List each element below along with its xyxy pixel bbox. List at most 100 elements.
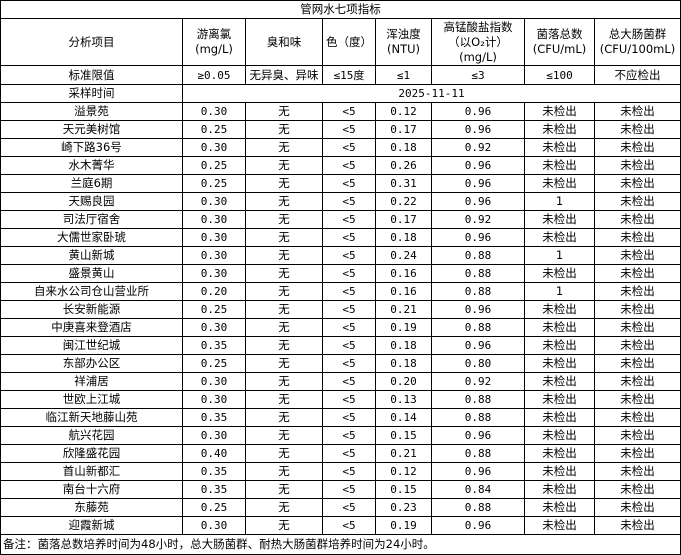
site-name: 大儒世家卧琥 — [0, 228, 183, 247]
cell-value: 0.35 — [182, 462, 246, 481]
cell-value: 0.84 — [431, 480, 525, 499]
cell-value: 无 — [245, 210, 323, 229]
cell-value: 0.12 — [375, 102, 432, 121]
cell-value: 0.88 — [431, 264, 525, 283]
cell-value: 0.30 — [182, 390, 246, 409]
column-header: 菌落总数 (CFU/mL) — [524, 18, 595, 66]
cell-value: 0.17 — [375, 120, 432, 139]
cell-value: 0.25 — [182, 300, 246, 319]
cell-value: 无 — [245, 102, 323, 121]
cell-value: <5 — [322, 228, 376, 247]
cell-value: 0.18 — [375, 228, 432, 247]
cell-value: 0.88 — [431, 246, 525, 265]
table-row: 大儒世家卧琥 0.30 无 <5 0.18 0.96 未检出 未检出 — [0, 228, 681, 247]
column-header: 高锰酸盐指数 （以O₂计） (mg/L) — [431, 18, 525, 66]
site-name: 天赐良园 — [0, 192, 183, 211]
site-name: 水木菁华 — [0, 156, 183, 175]
standard-value: ≤1 — [375, 65, 432, 85]
column-header: 臭和味 — [245, 18, 323, 66]
cell-value: 无 — [245, 372, 323, 391]
cell-value: 0.40 — [182, 444, 246, 463]
cell-value: <5 — [322, 498, 376, 517]
table-row: 东部办公区 0.25 无 <5 0.18 0.80 未检出 未检出 — [0, 354, 681, 373]
cell-value: <5 — [322, 480, 376, 499]
table-row: 欣隆盛花园 0.40 无 <5 0.21 0.88 未检出 未检出 — [0, 444, 681, 463]
cell-value: 未检出 — [524, 516, 595, 535]
cell-value: 无 — [245, 192, 323, 211]
cell-value: 未检出 — [594, 120, 681, 139]
cell-value: 无 — [245, 318, 323, 337]
cell-value: 无 — [245, 426, 323, 445]
cell-value: 0.96 — [431, 174, 525, 193]
cell-value: 无 — [245, 444, 323, 463]
cell-value: <5 — [322, 372, 376, 391]
cell-value: 未检出 — [524, 498, 595, 517]
cell-value: 无 — [245, 480, 323, 499]
cell-value: 未检出 — [594, 138, 681, 157]
cell-value: 0.20 — [182, 282, 246, 301]
cell-value: <5 — [322, 264, 376, 283]
cell-value: 0.16 — [375, 264, 432, 283]
cell-value: 0.96 — [431, 192, 525, 211]
cell-value: 0.96 — [431, 102, 525, 121]
cell-value: <5 — [322, 102, 376, 121]
cell-value: 0.18 — [375, 336, 432, 355]
site-name: 东藤苑 — [0, 498, 183, 517]
cell-value: 1 — [524, 246, 595, 265]
table-row: 长安新能源 0.25 无 <5 0.21 0.96 未检出 未检出 — [0, 300, 681, 319]
cell-value: <5 — [322, 462, 376, 481]
table-row: 水木菁华 0.25 无 <5 0.26 0.96 未检出 未检出 — [0, 156, 681, 175]
cell-value: 无 — [245, 462, 323, 481]
cell-value: 0.12 — [375, 462, 432, 481]
standard-value: 无异臭、异味 — [245, 65, 323, 85]
table-row: 南台十六府 0.35 无 <5 0.15 0.84 未检出 未检出 — [0, 480, 681, 499]
cell-value: 无 — [245, 156, 323, 175]
cell-value: 未检出 — [594, 480, 681, 499]
footnote: 备注：菌落总数培养时间为48小时，总大肠菌群、耐热大肠菌群培养时间为24小时。 — [0, 534, 681, 555]
cell-value: 0.96 — [431, 120, 525, 139]
table-row: 兰庭6期 0.25 无 <5 0.31 0.96 未检出 未检出 — [0, 174, 681, 193]
cell-value: 未检出 — [594, 408, 681, 427]
cell-value: 无 — [245, 390, 323, 409]
sampling-label: 采样时间 — [0, 84, 183, 103]
cell-value: 0.19 — [375, 318, 432, 337]
cell-value: 0.23 — [375, 498, 432, 517]
table-row: 黄山新城 0.30 无 <5 0.24 0.88 1 未检出 — [0, 246, 681, 265]
cell-value: 0.35 — [182, 408, 246, 427]
cell-value: 未检出 — [594, 300, 681, 319]
table-title: 管网水七项指标 — [0, 0, 681, 19]
cell-value: 未检出 — [524, 408, 595, 427]
cell-value: 未检出 — [524, 354, 595, 373]
cell-value: 无 — [245, 120, 323, 139]
site-name: 东部办公区 — [0, 354, 183, 373]
cell-value: 无 — [245, 174, 323, 193]
cell-value: 0.30 — [182, 138, 246, 157]
cell-value: 未检出 — [524, 120, 595, 139]
site-name: 世欧上江城 — [0, 390, 183, 409]
cell-value: 1 — [524, 192, 595, 211]
cell-value: 0.26 — [375, 156, 432, 175]
site-name: 黄山新城 — [0, 246, 183, 265]
cell-value: 未检出 — [594, 282, 681, 301]
standard-row: 标准限值 ≥0.05 无异臭、异味 ≤15度 ≤1 ≤3 ≤100 不应检出 — [0, 65, 681, 85]
cell-value: <5 — [322, 516, 376, 535]
cell-value: 无 — [245, 408, 323, 427]
standard-value: 不应检出 — [594, 65, 681, 85]
column-header: 分析项目 — [0, 18, 183, 66]
cell-value: 未检出 — [524, 102, 595, 121]
column-header: 总大肠菌群 (CFU/100mL) — [594, 18, 681, 66]
site-name: 南台十六府 — [0, 480, 183, 499]
cell-value: 0.15 — [375, 426, 432, 445]
cell-value: 0.30 — [182, 318, 246, 337]
cell-value: 未检出 — [594, 444, 681, 463]
header-row: 分析项目 游离氯 (mg/L) 臭和味 色（度） 浑浊度 (NTU) 高锰酸盐指数 （以O₂计）… — [0, 18, 681, 66]
table-row: 航兴花园 0.30 无 <5 0.15 0.96 未检出 未检出 — [0, 426, 681, 445]
cell-value: 0.30 — [182, 192, 246, 211]
cell-value: 0.13 — [375, 390, 432, 409]
cell-value: 未检出 — [594, 264, 681, 283]
cell-value: 0.88 — [431, 498, 525, 517]
site-name: 崎下路36号 — [0, 138, 183, 157]
standard-value: ≤15度 — [322, 65, 376, 85]
cell-value: <5 — [322, 318, 376, 337]
